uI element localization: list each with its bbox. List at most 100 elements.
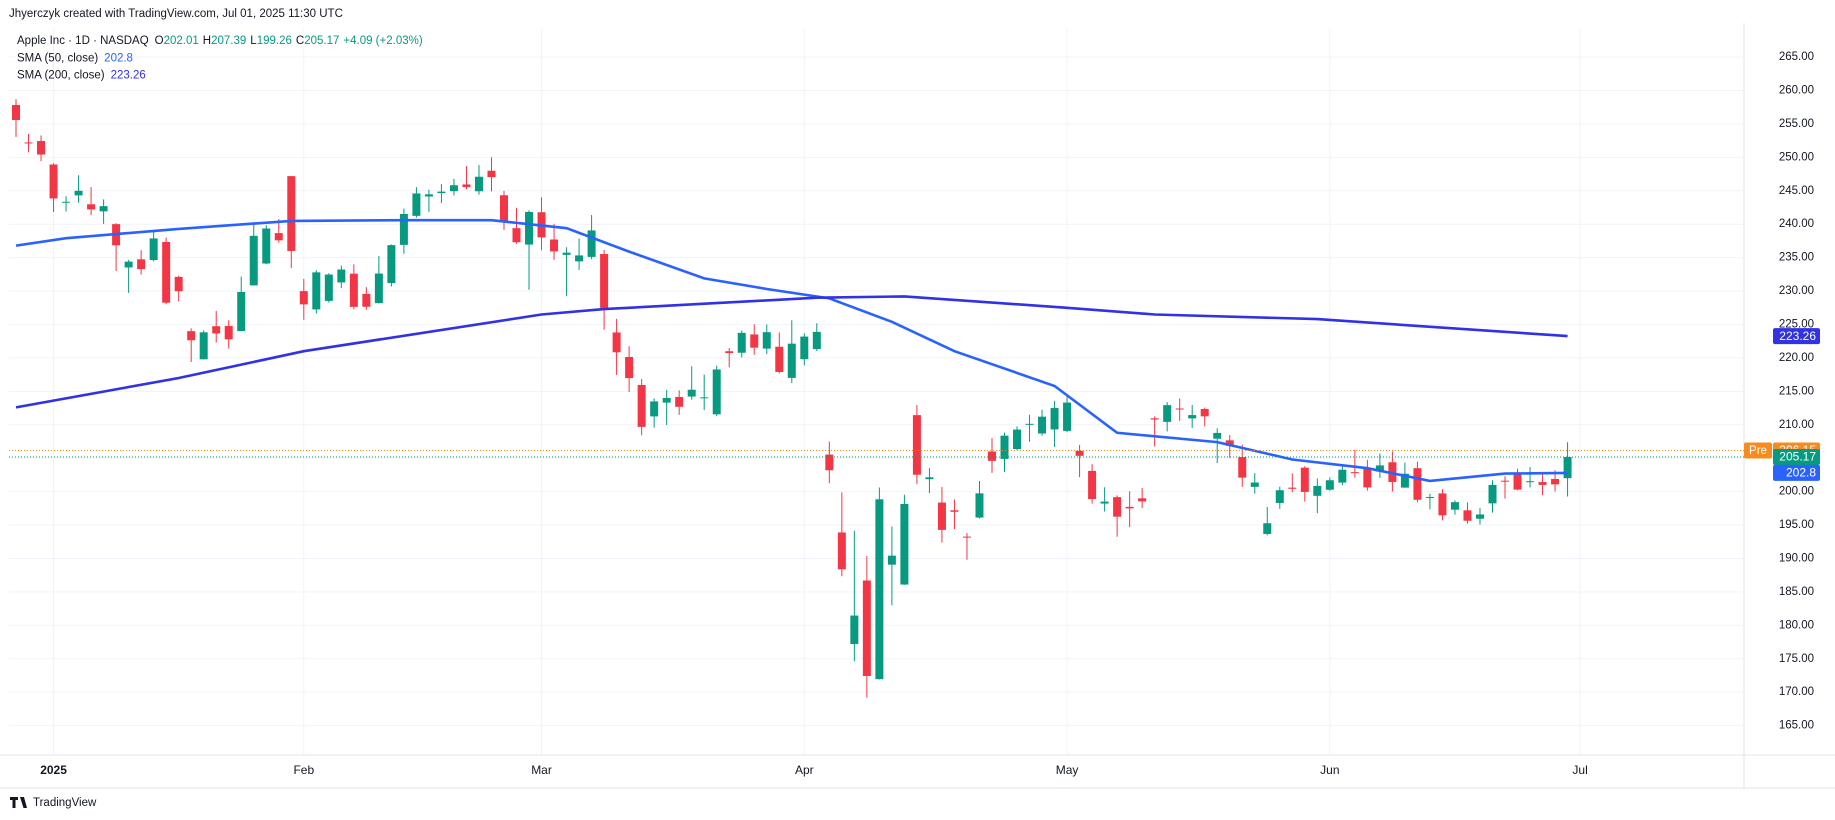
candle-body <box>1000 435 1009 459</box>
candle-body <box>1225 440 1234 446</box>
candle-body <box>1375 465 1384 472</box>
candle-body <box>937 502 946 530</box>
candle-body <box>850 615 859 645</box>
candle-body <box>1313 485 1322 496</box>
candle-body <box>1138 498 1147 502</box>
y-tick-label: 235.00 <box>1779 252 1814 264</box>
candle-body <box>1238 457 1247 478</box>
premarket-tag-label: Pre <box>1749 445 1767 457</box>
candle-body <box>1025 423 1034 425</box>
candle-body <box>224 325 233 340</box>
x-tick-label: Jul <box>1572 763 1587 777</box>
legend-ohlc-value: 199.26 <box>257 35 292 47</box>
candle-body <box>800 336 809 360</box>
candle-body <box>12 105 21 120</box>
candle-body <box>1425 496 1434 498</box>
legend-series: SMA (50, close) 202.8 <box>17 53 133 65</box>
x-tick-label: Mar <box>531 763 552 777</box>
marks <box>12 99 1572 698</box>
candle-body <box>1413 468 1422 500</box>
legend-ohlc-value: 205.17 <box>304 35 339 47</box>
candle-body <box>1526 481 1535 483</box>
candle-body <box>837 532 846 570</box>
candle-body <box>1100 501 1109 504</box>
legend-ohlc-key: O <box>155 35 164 47</box>
header: Jhyerczyk created with TradingView.com, … <box>9 8 343 20</box>
candle-body <box>1288 487 1297 489</box>
candle-body <box>487 170 496 178</box>
y-tick-label: 195.00 <box>1779 519 1814 531</box>
candle-body <box>299 291 308 305</box>
candle-body <box>1438 493 1447 516</box>
candle-body <box>1125 506 1134 509</box>
candle-body <box>600 254 609 308</box>
candle-body <box>262 228 271 264</box>
y-tick-label: 230.00 <box>1779 285 1814 297</box>
x-tick-label: Apr <box>795 763 814 777</box>
candle-body <box>962 536 971 538</box>
candle-body <box>1475 514 1484 519</box>
candle-body <box>900 503 909 585</box>
y-tick-label: 170.00 <box>1779 686 1814 698</box>
y-tick-label: 190.00 <box>1779 552 1814 564</box>
y-tick-label: 260.00 <box>1779 85 1814 97</box>
candle-body <box>274 233 283 241</box>
legend-ohlc-key: L <box>250 35 257 47</box>
candle-body <box>1501 480 1510 482</box>
logo-icon <box>10 797 27 808</box>
candle-body <box>449 185 458 192</box>
candle-body <box>562 252 571 255</box>
candle-body <box>587 230 596 257</box>
candle-body <box>1150 418 1159 420</box>
candle-body <box>362 293 371 307</box>
price-badge <box>1773 328 1820 345</box>
candle-body <box>149 238 158 261</box>
legend-symbol-name: Apple Inc · 1D · NASDAQ <box>17 35 149 47</box>
candle-body <box>49 164 58 199</box>
candle-body <box>825 454 834 471</box>
price-badge <box>1773 449 1820 466</box>
candle-body <box>137 259 146 270</box>
candle-body <box>550 239 559 252</box>
candle-body <box>24 142 33 144</box>
candle-body <box>687 389 696 397</box>
candle-body <box>174 276 183 292</box>
candle-body <box>912 415 921 475</box>
candle-body <box>99 206 108 212</box>
candle-body <box>387 245 396 284</box>
candle-body <box>762 332 771 349</box>
legend-series-value: 202.8 <box>104 53 133 65</box>
candle-body <box>975 493 984 518</box>
candle-body <box>1213 432 1222 439</box>
legend-ohlc-value: 207.39 <box>211 35 246 47</box>
candle-body <box>812 331 821 350</box>
candle-body <box>525 211 534 245</box>
candle-body <box>249 235 258 286</box>
candle-body <box>162 241 171 303</box>
candle-body <box>499 195 508 222</box>
legend-symbol: Apple Inc · 1D · NASDAQ O202.01 H207.39 L19… <box>17 35 423 47</box>
candle-body <box>1063 402 1072 431</box>
candle-body <box>1488 484 1497 504</box>
candle-body <box>1088 470 1097 500</box>
sma-line <box>15 295 1568 409</box>
x-tick-label: Jun <box>1320 763 1339 777</box>
y-tick-label: 210.00 <box>1779 419 1814 431</box>
y-tick-label: 175.00 <box>1779 653 1814 665</box>
candle-body <box>474 176 483 192</box>
y-tick-label: 180.00 <box>1779 619 1814 631</box>
candle-body <box>87 204 96 210</box>
y-tick-label: 245.00 <box>1779 185 1814 197</box>
candle-body <box>750 334 759 348</box>
candle-body <box>637 384 646 427</box>
price-badge-label: 223.26 <box>1779 329 1816 343</box>
candle-body <box>212 326 221 334</box>
candle-body <box>1075 450 1084 456</box>
candle-body <box>1250 482 1259 487</box>
candle-body <box>1563 457 1572 479</box>
candle-body <box>324 274 333 301</box>
candle-body <box>374 273 383 304</box>
candle-body <box>1163 405 1172 422</box>
